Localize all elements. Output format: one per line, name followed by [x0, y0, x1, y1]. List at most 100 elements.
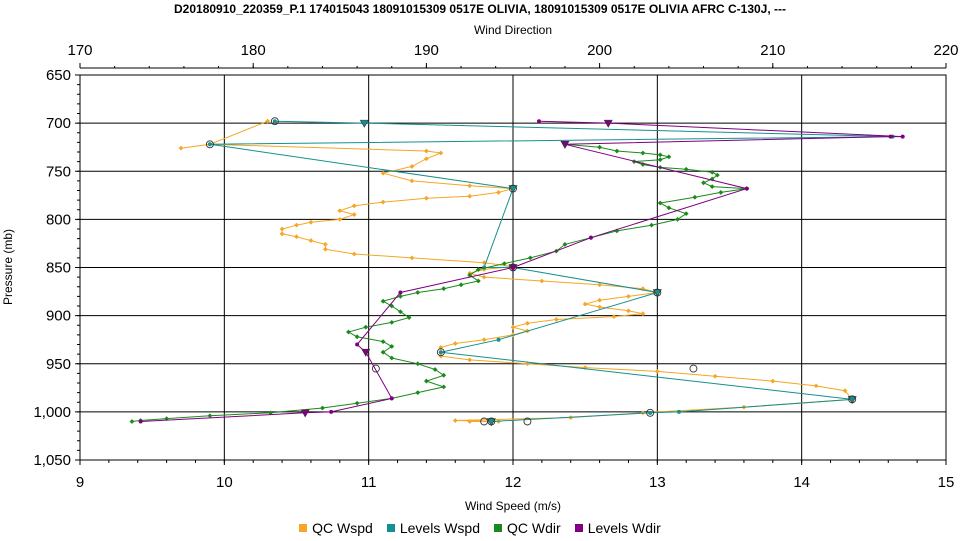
legend-item-levels-wdir[interactable]: Levels Wdir	[574, 520, 661, 536]
point-qc-wdir	[597, 144, 602, 150]
point-levels-wdir	[138, 419, 143, 424]
point-levels-wdir	[508, 264, 518, 273]
x2-tick-label: 170	[67, 42, 92, 59]
point-qc-wspd	[409, 178, 415, 184]
point-levels-wdir	[398, 290, 403, 295]
point-qc-wdir	[666, 154, 672, 160]
x-tick-label: 12	[505, 474, 522, 491]
point-qc-wspd	[424, 148, 429, 154]
legend-label-qc-wspd: QC Wspd	[312, 520, 373, 536]
point-qc-wdir	[129, 419, 135, 424]
point-qc-wdir	[657, 157, 663, 163]
point-qc-wdir	[683, 211, 689, 216]
point-qc-wdir	[666, 205, 672, 211]
y-tick-label: 900	[46, 308, 71, 325]
point-qc-wdir	[709, 184, 715, 190]
point-qc-wspd	[481, 337, 487, 343]
level-marker	[436, 348, 445, 357]
point-qc-wspd	[712, 373, 718, 379]
legend-item-qc-wdir[interactable]: QC Wdir	[494, 520, 561, 536]
point-qc-wspd	[279, 226, 285, 232]
point-levels-wdir	[900, 134, 905, 139]
y-tick-label: 850	[46, 260, 71, 277]
point-qc-wdir	[424, 378, 429, 384]
level-marker	[509, 184, 517, 193]
point-qc-wspd	[380, 170, 386, 176]
point-qc-wspd	[626, 293, 631, 299]
x-tick-label: 15	[938, 474, 955, 491]
point-qc-wdir	[649, 222, 654, 228]
legend-swatch-levels-wdir	[574, 524, 583, 532]
point-levels-wdir	[300, 409, 310, 418]
point-levels-wspd	[508, 185, 518, 194]
point-qc-wdir	[501, 261, 507, 267]
legend: QC Wspd Levels Wspd QC Wdir Levels Wdir	[0, 520, 960, 536]
point-levels-wdir	[588, 235, 593, 240]
point-qc-wspd	[322, 246, 328, 252]
level-marker	[653, 288, 662, 297]
point-qc-wdir	[415, 290, 421, 295]
point-qc-wdir	[380, 339, 386, 345]
point-qc-wspd	[308, 219, 314, 225]
y-tick-label: 650	[46, 67, 71, 84]
point-qc-wdir	[389, 355, 395, 361]
point-levels-wdir	[560, 141, 570, 149]
x-tick-label: 10	[216, 474, 233, 491]
point-qc-wspd	[294, 222, 299, 228]
y-tick-label: 1,000	[33, 404, 71, 421]
point-qc-wdir	[320, 405, 325, 411]
point-qc-wspd	[568, 415, 574, 421]
legend-label-qc-wdir: QC Wdir	[507, 520, 561, 536]
x2-tick-label: 220	[933, 42, 958, 59]
point-qc-wspd	[496, 190, 501, 195]
point-levels-wspd	[652, 289, 662, 298]
x2-tick-label: 190	[414, 42, 439, 59]
legend-item-levels-wspd[interactable]: Levels Wspd	[386, 520, 480, 536]
level-marker	[523, 417, 532, 426]
point-qc-wspd	[539, 278, 545, 284]
y-axis-title: Pressure (mb)	[1, 229, 15, 305]
legend-swatch-qc-wspd	[299, 524, 308, 532]
point-qc-wdir	[562, 242, 568, 247]
point-levels-wspd	[272, 119, 277, 124]
legend-swatch-levels-wspd	[386, 524, 395, 532]
x-tick-label: 11	[361, 474, 377, 491]
point-qc-wdir	[692, 194, 698, 200]
point-qc-wspd	[626, 308, 631, 314]
point-qc-wdir	[701, 180, 706, 186]
y-tick-label: 800	[46, 211, 71, 228]
point-qc-wspd	[452, 418, 458, 423]
point-levels-wspd	[648, 410, 653, 415]
point-qc-wspd	[525, 320, 530, 326]
point-qc-wdir	[441, 286, 447, 292]
point-qc-wspd	[510, 324, 516, 330]
point-qc-wdir	[432, 367, 438, 372]
point-qc-wspd	[409, 164, 415, 169]
point-qc-wspd	[438, 150, 444, 156]
level-marker	[205, 140, 214, 149]
point-qc-wspd	[380, 199, 386, 205]
point-qc-wdir	[441, 372, 447, 378]
point-qc-wspd	[294, 234, 299, 240]
point-qc-wdir	[475, 278, 481, 284]
level-marker	[848, 395, 857, 404]
point-qc-wspd	[842, 388, 848, 394]
point-qc-wdir	[657, 152, 663, 158]
point-qc-wspd	[611, 314, 617, 319]
axis-layer: 9 10 11 12 13 14 15 170 180 190 200 210 220 650 700 750…	[33, 42, 958, 491]
point-qc-wdir	[709, 169, 715, 175]
point-qc-wdir	[346, 329, 351, 335]
point-qc-wspd	[813, 383, 819, 389]
legend-item-qc-wspd[interactable]: QC Wspd	[299, 520, 373, 536]
level-marker	[646, 408, 655, 417]
point-qc-wdir	[389, 303, 395, 309]
point-levels-wspd	[486, 418, 496, 427]
point-levels-wdir	[888, 134, 893, 139]
x2-tick-label: 200	[587, 42, 612, 59]
point-qc-wspd	[308, 238, 314, 243]
point-qc-wdir	[614, 148, 620, 154]
x2-tick-label: 180	[241, 42, 266, 59]
legend-swatch-qc-wdir	[494, 524, 503, 532]
level-marker	[509, 263, 517, 272]
